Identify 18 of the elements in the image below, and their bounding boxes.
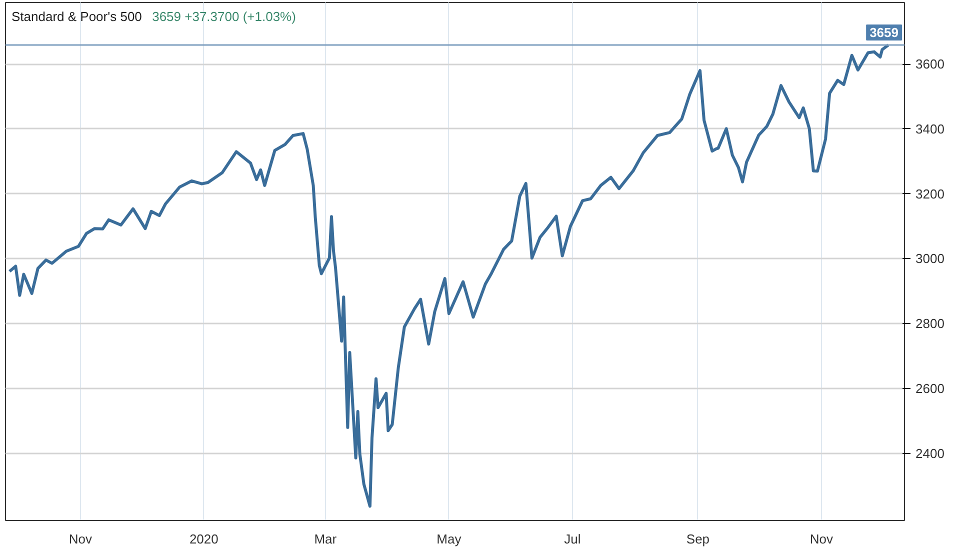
x-tick-label: 2020	[189, 532, 218, 546]
line-series	[8, 43, 890, 508]
y-tick-label: 3600	[916, 56, 944, 72]
x-tick-label: Nov	[810, 532, 834, 546]
y-tick-label: 2600	[916, 380, 944, 396]
y-tick-label: 2800	[916, 316, 944, 332]
x-tick-label: Nov	[68, 532, 92, 546]
x-tick-label: May	[436, 532, 462, 546]
y-tick-label: 2400	[916, 446, 944, 461]
ref-line-label: 3659	[870, 24, 898, 40]
y-tick-label: 3400	[916, 122, 944, 136]
text: Standard & Poor's 500	[12, 9, 142, 24]
y-tick-label: 3000	[916, 251, 944, 266]
x-tick-label: Mar	[314, 532, 338, 546]
x-tick-label: Jul	[564, 532, 581, 546]
text: 3659 +37.3700 (+1.03%)	[152, 9, 296, 24]
y-tick-label: 3200	[916, 186, 944, 202]
x-tick-label: Sep	[686, 532, 710, 546]
